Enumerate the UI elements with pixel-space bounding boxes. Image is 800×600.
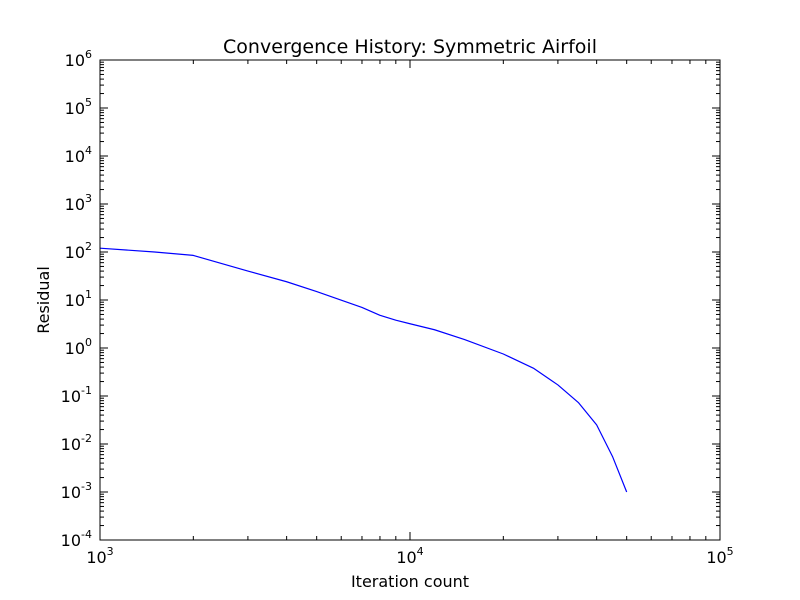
ticks-layer: 103 104 105 10-4 10-3 10-2 10-1 100 101 102 103 104…	[61, 48, 734, 567]
y-tick-label: 103	[65, 192, 92, 214]
y-tick-label: 105	[65, 96, 92, 118]
y-tick-label: 10-4	[61, 528, 92, 550]
x-tick-label: 104	[396, 545, 423, 567]
plot-frame	[99, 59, 721, 541]
series-layer	[99, 247, 628, 493]
x-tick-label: 103	[86, 545, 113, 567]
y-tick-label: 104	[65, 144, 92, 166]
y-tick-label: 106	[65, 48, 92, 70]
y-tick-label: 10-2	[61, 432, 92, 454]
y-tick-label: 101	[65, 288, 92, 310]
y-axis-label: Residual	[34, 266, 53, 334]
x-axis-label: Iteration count	[351, 572, 469, 591]
y-tick-label: 102	[65, 240, 92, 262]
residual-line	[99, 247, 628, 493]
y-tick-label: 100	[65, 336, 92, 358]
y-tick-label: 10-3	[61, 480, 92, 502]
x-tick-label: 105	[706, 545, 733, 567]
chart-title: Convergence History: Symmetric Airfoil	[223, 36, 597, 58]
y-tick-label: 10-1	[61, 384, 92, 406]
